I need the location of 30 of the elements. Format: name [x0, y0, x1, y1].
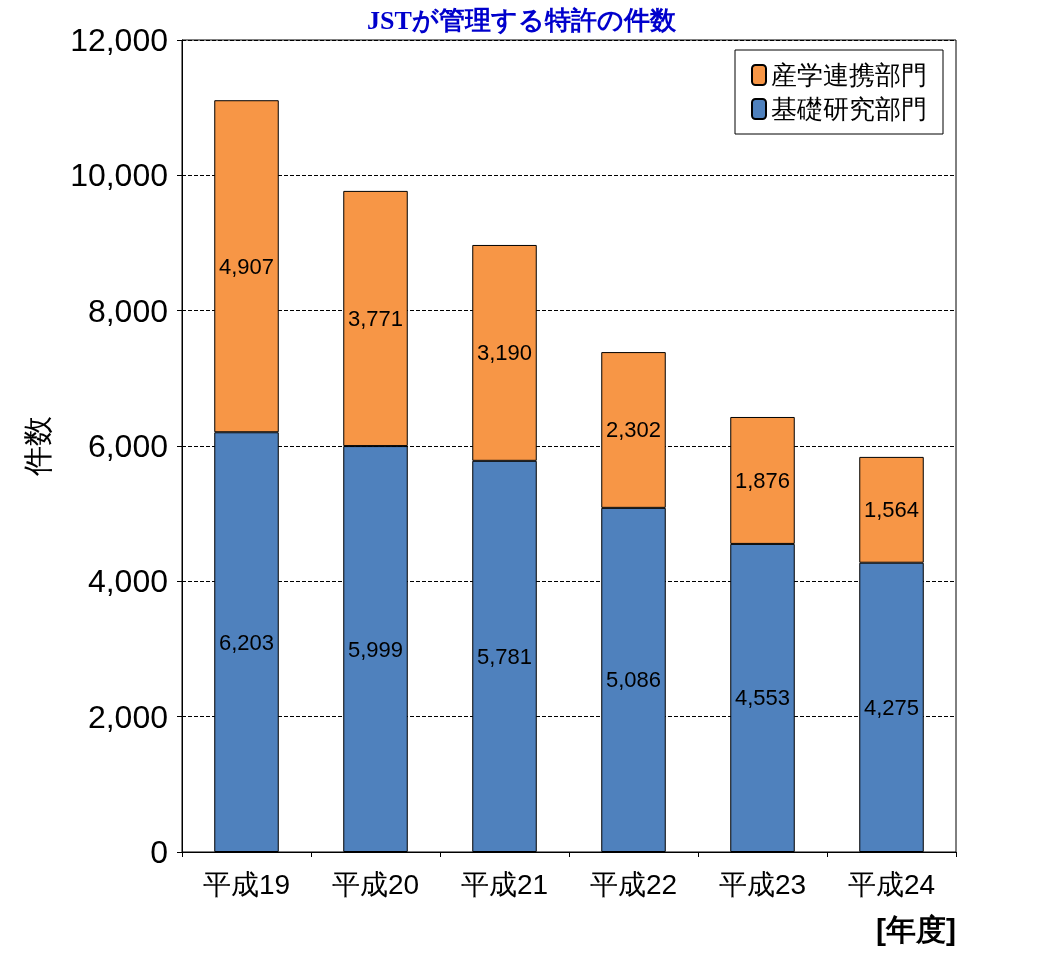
y-tick-label: 8,000	[87, 292, 168, 329]
legend-label: 産学連携部門	[771, 60, 927, 90]
chart-title: JSTが管理する特許の件数	[367, 5, 677, 35]
data-label: 5,781	[476, 643, 533, 669]
y-tick-label: 10,000	[70, 157, 168, 194]
y-tick-label: 4,000	[87, 563, 168, 600]
x-tick-label: 平成21	[460, 868, 549, 900]
y-tick-label: 6,000	[87, 428, 168, 464]
data-label: 2,302	[605, 417, 662, 443]
y-tick-label: 0	[150, 834, 168, 870]
y-axis-title: 件数	[20, 416, 54, 476]
data-label: 5,999	[347, 636, 404, 662]
legend-label: 基礎研究部門	[771, 94, 927, 124]
x-tick-label: 平成20	[331, 868, 420, 900]
data-label: 1,876	[734, 467, 791, 493]
data-label: 5,086	[605, 667, 662, 693]
data-label: 3,190	[476, 340, 533, 366]
data-label: 3,771	[347, 305, 404, 331]
data-label: 6,203	[218, 629, 275, 655]
y-tick-label: 2,000	[87, 698, 168, 735]
data-label: 1,564	[863, 497, 920, 523]
x-tick-label: 平成24	[847, 868, 936, 900]
x-tick-label: 平成23	[718, 868, 807, 900]
data-label: 4,907	[218, 253, 275, 279]
x-tick-label: 平成22	[589, 868, 678, 900]
y-tick-label: 12,000	[70, 22, 168, 58]
x-tick-label: 平成19	[202, 868, 291, 900]
data-label: 4,275	[863, 694, 920, 720]
x-axis-title: [年度]	[876, 912, 956, 946]
data-label: 4,553	[734, 685, 791, 711]
